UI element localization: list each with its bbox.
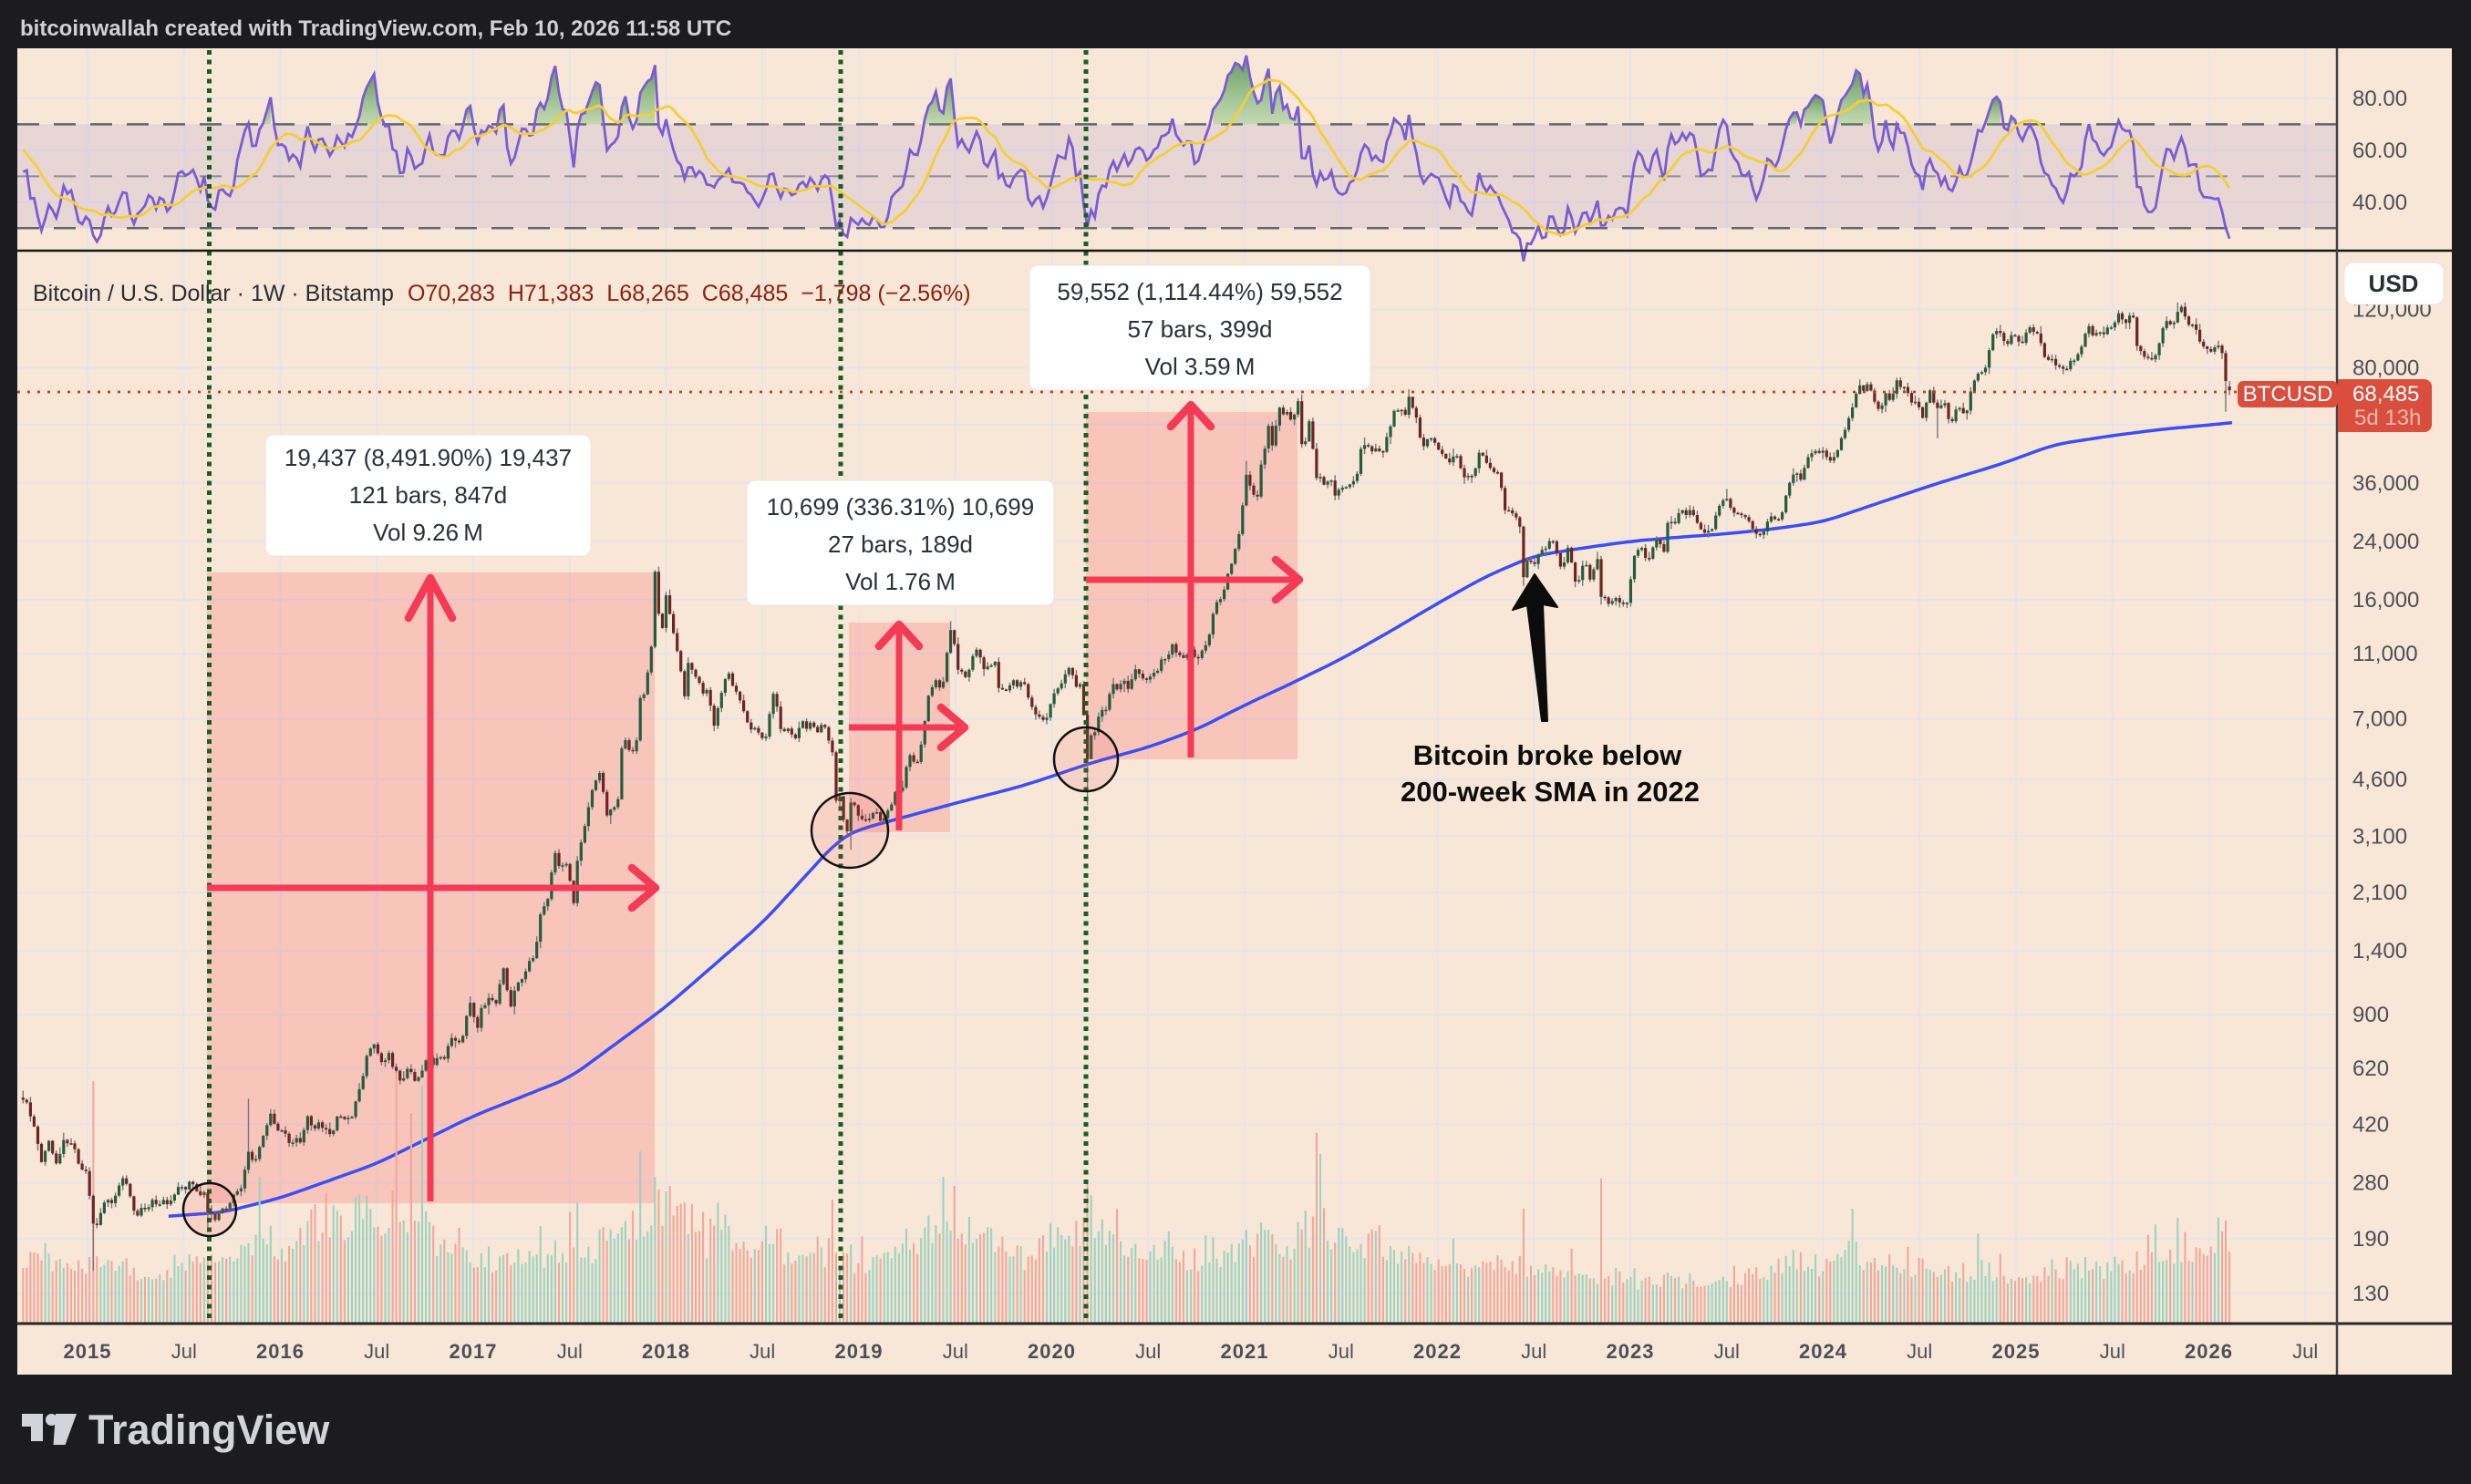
svg-text:59,552 (1,114.44%) 59,552: 59,552 (1,114.44%) 59,552 [1057, 278, 1342, 305]
svg-text:2015: 2015 [64, 1340, 112, 1363]
svg-text:Jul: Jul [2292, 1340, 2318, 1363]
svg-text:Jul: Jul [1521, 1340, 1546, 1363]
svg-text:bitcoinwallah created with Tra: bitcoinwallah created with TradingView.c… [20, 16, 731, 41]
svg-text:80,000: 80,000 [2352, 356, 2419, 381]
svg-text:2022: 2022 [1413, 1340, 1462, 1363]
svg-text:68,485: 68,485 [2352, 382, 2419, 407]
svg-text:24,000: 24,000 [2352, 530, 2419, 554]
svg-text:BTCUSD: BTCUSD [2243, 382, 2333, 407]
svg-text:10,699 (336.31%) 10,699: 10,699 (336.31%) 10,699 [767, 493, 1034, 520]
svg-text:1,400: 1,400 [2352, 939, 2407, 964]
svg-text:2023: 2023 [1607, 1340, 1655, 1363]
svg-text:Jul: Jul [171, 1340, 197, 1363]
svg-text:Jul: Jul [1714, 1340, 1740, 1363]
svg-text:27 bars, 189d: 27 bars, 189d [828, 531, 973, 558]
svg-text:2025: 2025 [1992, 1340, 2041, 1363]
svg-text:2018: 2018 [642, 1340, 690, 1363]
svg-text:420: 420 [2352, 1112, 2389, 1137]
svg-text:60.00: 60.00 [2352, 139, 2407, 163]
svg-text:280: 280 [2352, 1171, 2389, 1196]
svg-text:2,100: 2,100 [2352, 881, 2407, 905]
svg-text:Jul: Jul [1907, 1340, 1932, 1363]
svg-text:80.00: 80.00 [2352, 87, 2407, 111]
svg-text:2024: 2024 [1799, 1340, 1847, 1363]
svg-text:Jul: Jul [364, 1340, 389, 1363]
svg-text:USD: USD [2369, 270, 2419, 297]
svg-text:2017: 2017 [450, 1340, 498, 1363]
svg-text:5d 13h: 5d 13h [2354, 406, 2421, 430]
svg-text:Jul: Jul [750, 1340, 775, 1363]
svg-text:16,000: 16,000 [2352, 588, 2419, 613]
svg-text:19,437 (8,491.90%) 19,437: 19,437 (8,491.90%) 19,437 [284, 444, 572, 471]
svg-text:4,600: 4,600 [2352, 768, 2407, 792]
svg-text:11,000: 11,000 [2352, 642, 2418, 666]
svg-text:121 bars, 847d: 121 bars, 847d [349, 481, 507, 509]
svg-text:TradingView: TradingView [88, 1407, 330, 1453]
svg-text:7,000: 7,000 [2352, 707, 2407, 732]
svg-text:Vol 3.59 M: Vol 3.59 M [1145, 353, 1256, 380]
svg-text:Vol 9.26 M: Vol 9.26 M [373, 519, 483, 546]
svg-text:40.00: 40.00 [2352, 191, 2407, 215]
svg-text:Jul: Jul [557, 1340, 583, 1363]
svg-text:130: 130 [2352, 1282, 2389, 1306]
svg-text:Jul: Jul [2100, 1340, 2125, 1363]
svg-text:2021: 2021 [1221, 1340, 1269, 1363]
svg-text:36,000: 36,000 [2352, 471, 2419, 496]
svg-text:Bitcoin broke below: Bitcoin broke below [1413, 739, 1682, 771]
svg-text:2026: 2026 [2185, 1340, 2233, 1363]
svg-text:2019: 2019 [835, 1340, 884, 1363]
svg-text:2020: 2020 [1028, 1340, 1076, 1363]
svg-text:620: 620 [2352, 1056, 2389, 1081]
svg-text:Jul: Jul [943, 1340, 968, 1363]
svg-text:57 bars, 399d: 57 bars, 399d [1127, 315, 1272, 343]
svg-text:3,100: 3,100 [2352, 824, 2407, 849]
svg-text:2016: 2016 [256, 1340, 305, 1363]
svg-text:Vol 1.76 M: Vol 1.76 M [845, 568, 956, 595]
svg-text:190: 190 [2352, 1227, 2389, 1252]
svg-text:900: 900 [2352, 1003, 2389, 1027]
svg-text:200-week SMA in 2022: 200-week SMA in 2022 [1401, 776, 1700, 808]
svg-text:Jul: Jul [1329, 1340, 1354, 1363]
svg-text:Jul: Jul [1135, 1340, 1161, 1363]
